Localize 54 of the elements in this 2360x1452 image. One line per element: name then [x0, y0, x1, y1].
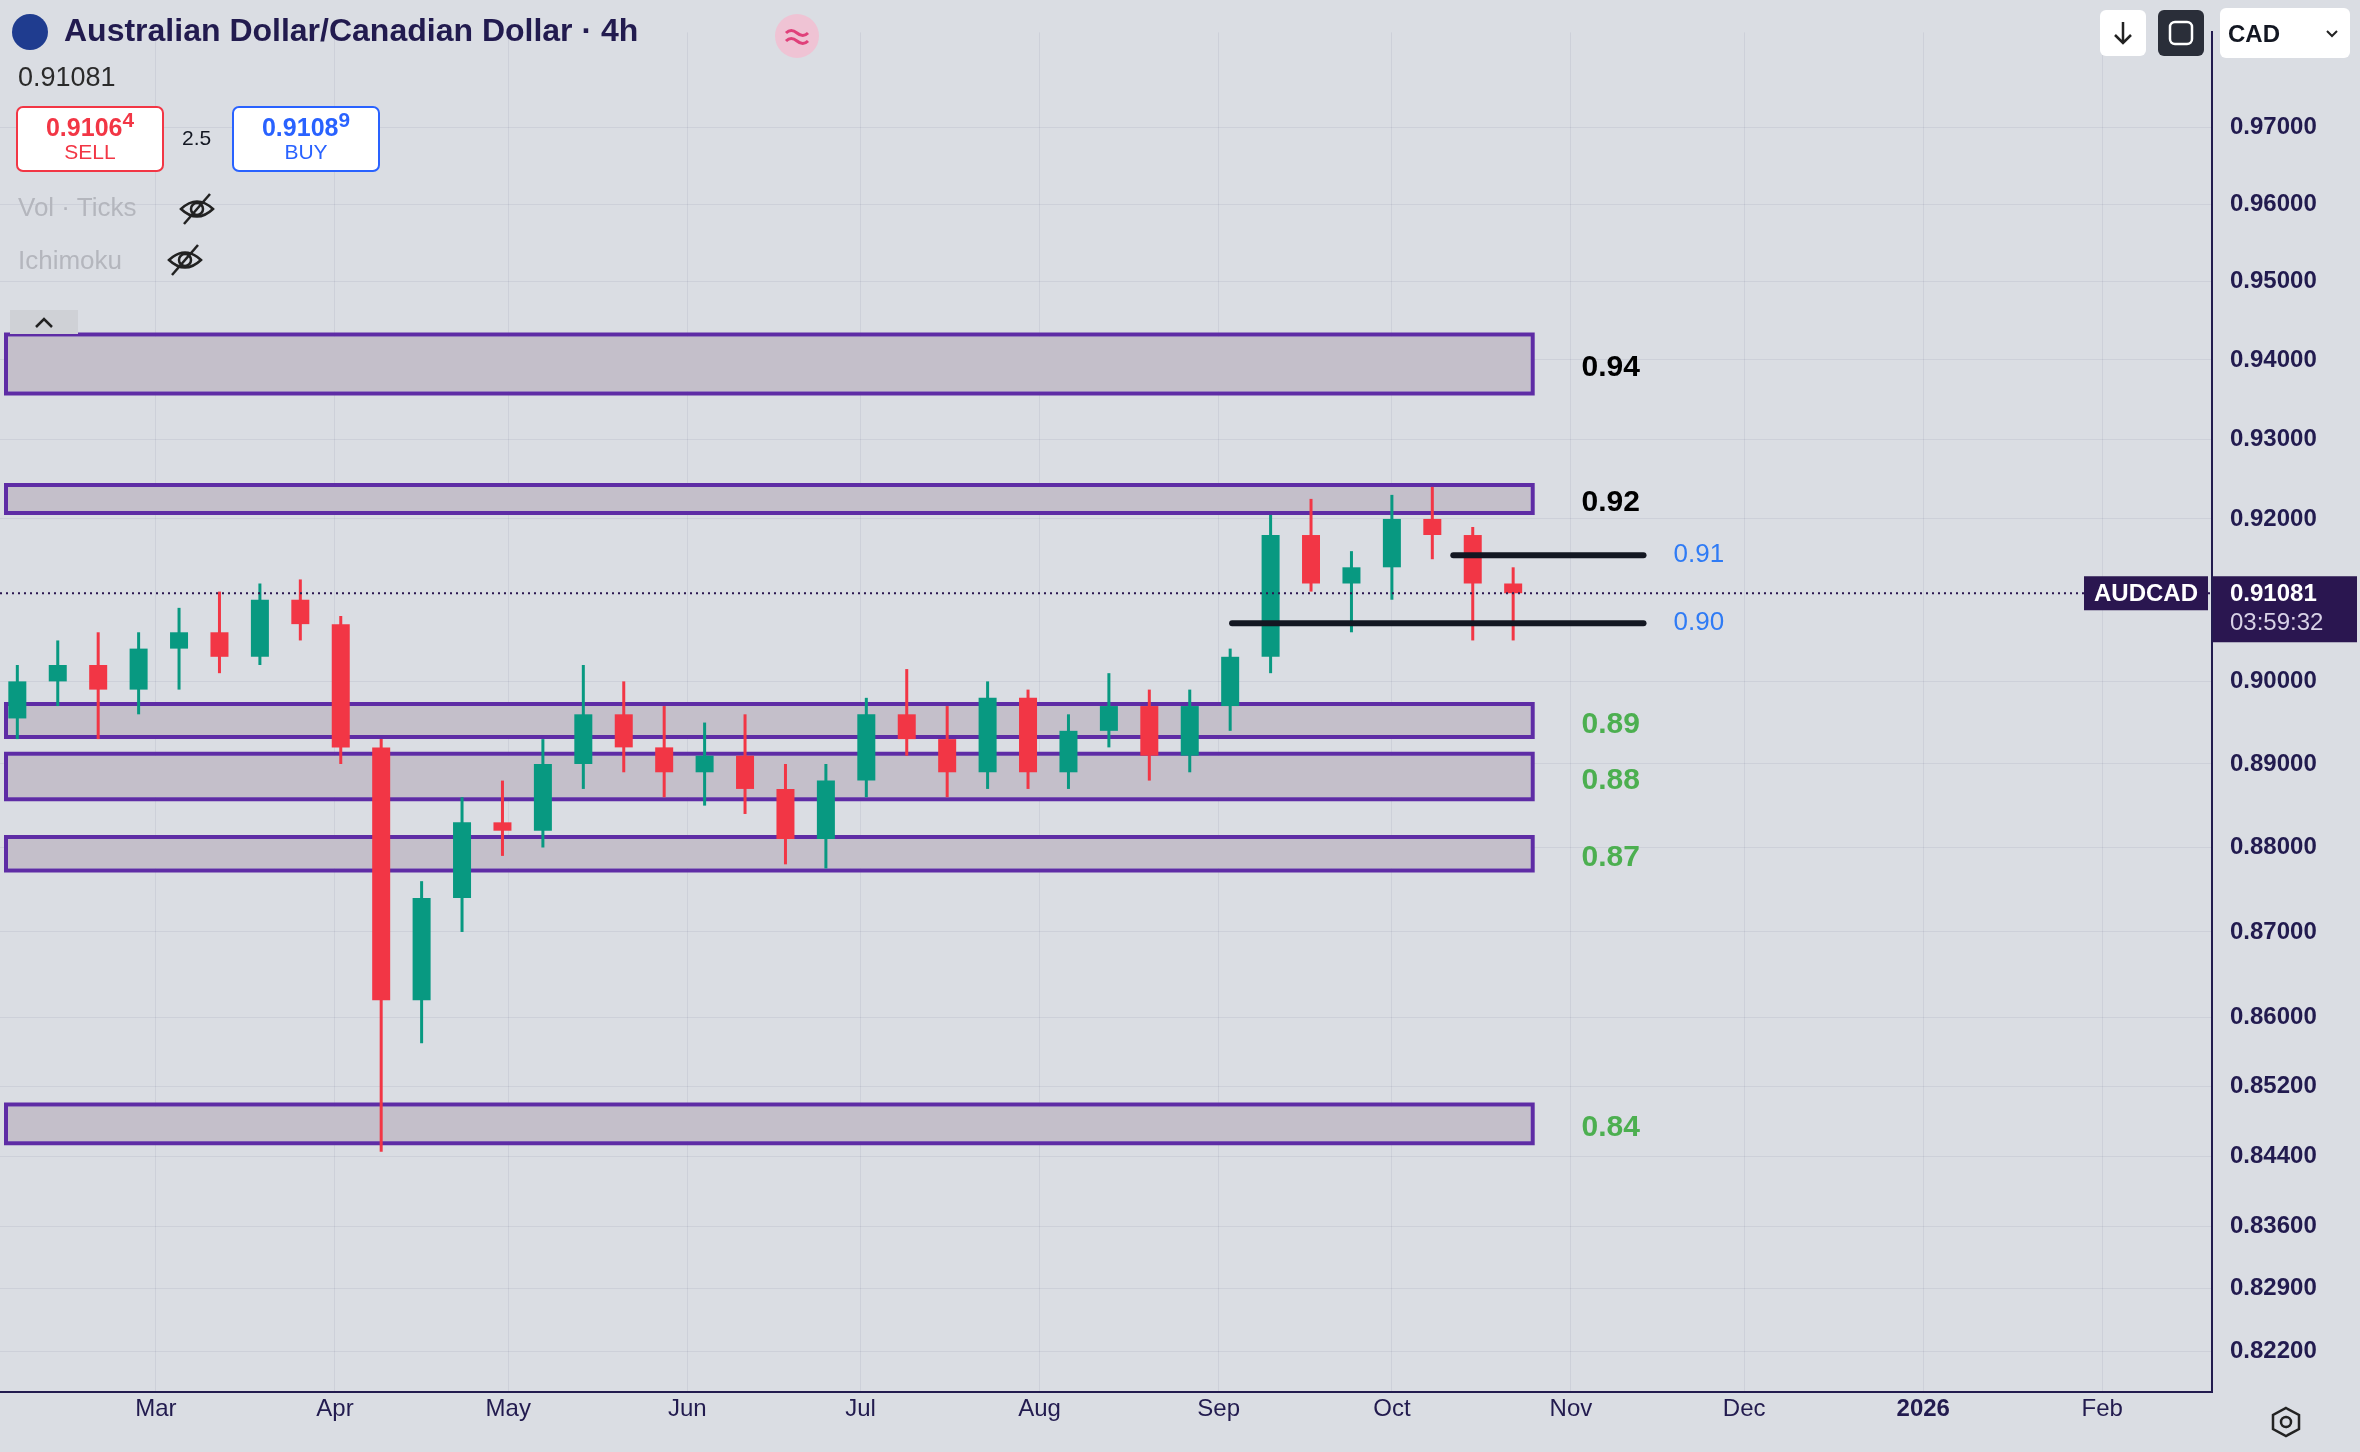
- annotation: 2.5: [182, 126, 212, 150]
- chart-title: Australian Dollar/Canadian Dollar · 4h: [64, 12, 639, 49]
- y-tick-label: 0.82900: [2230, 1273, 2317, 1301]
- y-tick-label: 0.82200: [2230, 1336, 2317, 1364]
- ref-line-label: AUDCAD: [2094, 578, 2199, 606]
- y-tick-label: 0.90000: [2230, 666, 2317, 694]
- y-tick-label: 0.94000: [2230, 344, 2317, 372]
- y-tick-label: 0.92000: [2230, 503, 2317, 531]
- annotation: 0.91: [1673, 538, 1725, 569]
- x-tick-label: Mar: [135, 1394, 177, 1422]
- y-tick-label: 0.89000: [2230, 748, 2317, 776]
- annotation: 0.9106$^{4}$: [44, 108, 136, 143]
- x-tick-label: 2026: [1896, 1394, 1950, 1422]
- y-tick-label: 0.96000: [2230, 189, 2317, 217]
- annotation: BUY: [283, 140, 329, 164]
- x-tick-label: Feb: [2081, 1394, 2123, 1422]
- band-label: 0.89: [1581, 705, 1640, 739]
- band-label: 0.88: [1581, 761, 1640, 795]
- y-tick-label: 0.97000: [2230, 112, 2317, 140]
- candlestick: [48, 640, 67, 708]
- x-tick-label: Sep: [1197, 1394, 1240, 1422]
- y-tick-label: 0.83600: [2230, 1211, 2317, 1239]
- x-tick-label: Jun: [667, 1394, 707, 1422]
- band-label: 0.92: [1581, 484, 1640, 518]
- y-tick-label: 0.86000: [2230, 1002, 2317, 1030]
- candlestick: [1423, 485, 1442, 561]
- band-label: 0.84: [1581, 1109, 1641, 1143]
- text: CAD: [2228, 20, 2280, 48]
- band-label: 0.87: [1581, 839, 1640, 873]
- y-tick-label: 0.93000: [2230, 423, 2317, 451]
- y-tick-label: 0.88000: [2230, 832, 2317, 860]
- candlestick: [695, 722, 714, 806]
- text: 03:59:32: [2230, 607, 2324, 635]
- x-tick-label: Nov: [1549, 1394, 1593, 1422]
- x-tick-label: Oct: [1373, 1394, 1411, 1422]
- annotation: 0.9108$^{9}$: [260, 108, 352, 143]
- band-label: 0.94: [1581, 349, 1641, 383]
- x-tick-label: Dec: [1722, 1394, 1766, 1422]
- y-tick-label: 0.85200: [2230, 1071, 2317, 1099]
- text: 0.91081: [2230, 578, 2317, 606]
- annotation: SELL: [63, 140, 117, 164]
- y-tick-label: 0.84400: [2230, 1140, 2317, 1168]
- x-tick-label: May: [485, 1394, 531, 1422]
- candlestick: [170, 606, 189, 690]
- y-tick-label: 0.87000: [2230, 916, 2317, 944]
- candlestick: [1342, 551, 1361, 633]
- candlestick: [493, 780, 512, 856]
- annotation: 0.90: [1673, 606, 1725, 637]
- y-tick-label: 0.95000: [2230, 266, 2317, 294]
- x-tick-label: Aug: [1018, 1394, 1061, 1422]
- annotation: 0.91081: [18, 62, 116, 93]
- candlestick: [1504, 567, 1523, 641]
- x-tick-label: Apr: [316, 1394, 354, 1422]
- x-tick-label: Jul: [845, 1394, 876, 1422]
